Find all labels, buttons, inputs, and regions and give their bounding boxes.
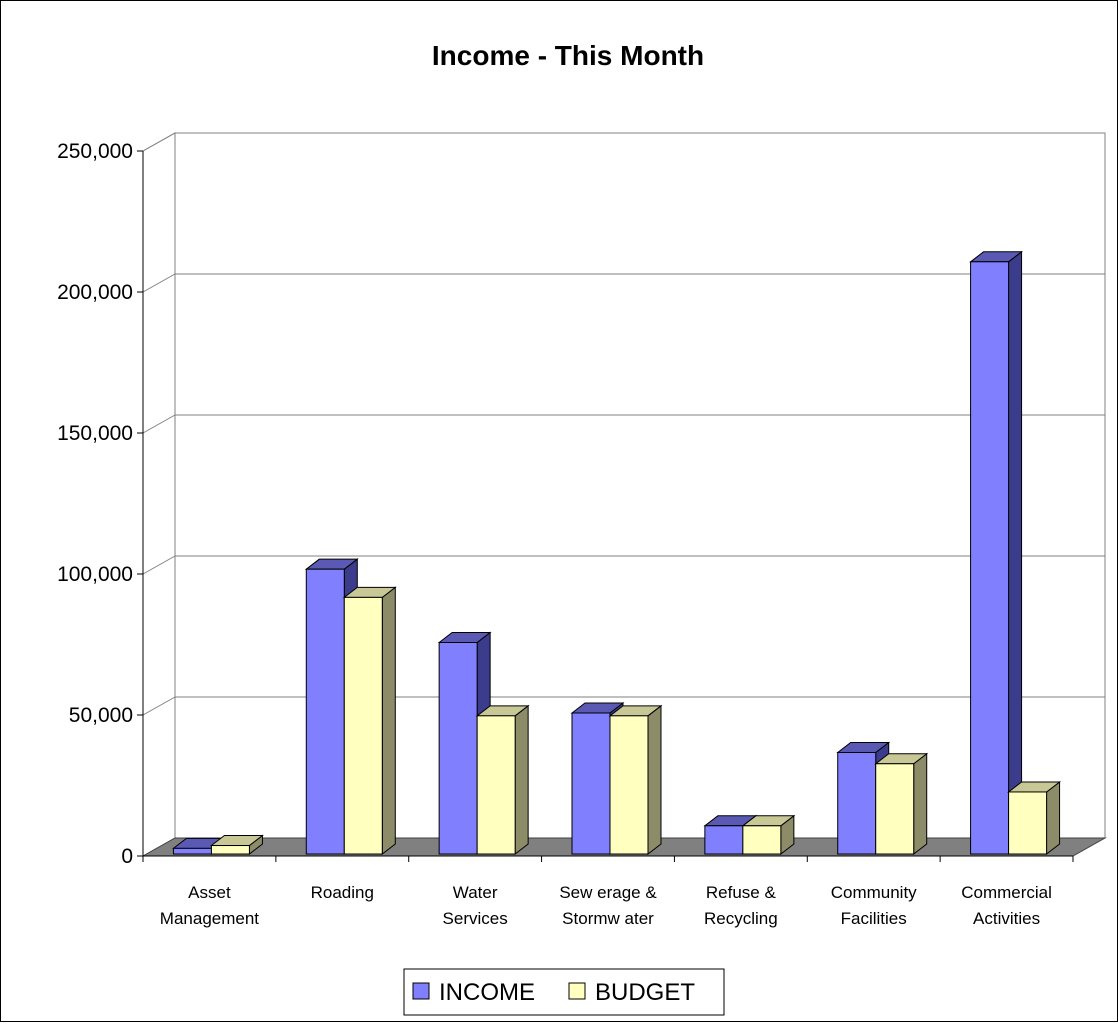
y-tick-label: 150,000 (57, 422, 133, 445)
chart-title: Income - This Month (432, 40, 704, 71)
x-tick-label: Roading (311, 883, 374, 902)
gridline-side (142, 696, 176, 716)
bar-budget-0 (209, 834, 264, 856)
legend-label: INCOME (439, 979, 535, 1006)
bar-budget-3 (608, 704, 663, 856)
bar-front (210, 845, 250, 855)
bar-side (381, 586, 396, 856)
legend-box (403, 968, 725, 1016)
x-tick-label: Facilities (841, 909, 907, 928)
bar-front (609, 715, 649, 855)
gridline-side (142, 273, 176, 293)
legend-swatch (568, 982, 586, 1000)
bars (171, 250, 1062, 856)
gridline-side (142, 414, 176, 434)
bar-side (1008, 250, 1023, 856)
bar-front (1008, 791, 1048, 855)
x-tick-label: Recycling (704, 909, 778, 928)
bar-front (837, 751, 877, 855)
y-tick-label: 50,000 (69, 704, 133, 727)
x-tick-label: Asset (188, 883, 231, 902)
bar-front (742, 825, 782, 855)
bar-budget-1 (342, 586, 397, 856)
left-wall (142, 132, 176, 857)
bar-income-2 (437, 631, 492, 856)
x-tick-label: Management (160, 909, 260, 928)
bar-budget-4 (741, 814, 796, 856)
bar-front (970, 261, 1010, 855)
x-tick-label: Activities (973, 909, 1040, 928)
bar-side (913, 752, 928, 856)
bar-budget-2 (475, 704, 530, 856)
y-tick-label: 100,000 (57, 563, 133, 586)
y-tick-label: 250,000 (57, 140, 133, 163)
gridline-side (142, 132, 176, 152)
x-axis-ticks: Asset Management Roading Water Services Sew e… (142, 856, 1074, 928)
bar-front (305, 568, 345, 855)
bar-front (571, 712, 611, 855)
bar-side (1046, 780, 1061, 856)
bar-front (476, 715, 516, 855)
x-tick-label: Services (443, 909, 508, 928)
bar-budget-6 (1007, 780, 1062, 856)
bar-front (875, 763, 915, 855)
bar-front (343, 596, 383, 855)
gridlines (142, 132, 1105, 716)
legend-swatch (412, 982, 430, 1000)
x-tick-label: Water (453, 883, 498, 902)
bar-front (172, 847, 212, 855)
y-tick-label: 200,000 (57, 281, 133, 304)
bar-budget-5 (874, 752, 929, 856)
x-tick-label: Sew erage & (559, 883, 657, 902)
y-tick-label: 0 (121, 845, 133, 868)
x-tick-label: Stormw ater (562, 909, 654, 928)
x-tick-label: Community (831, 883, 917, 902)
legend-label: BUDGET (595, 979, 695, 1006)
bar-side (514, 704, 529, 856)
x-tick-label: Commercial (961, 883, 1052, 902)
bar-side (647, 704, 662, 856)
bar-income-6 (969, 250, 1024, 856)
gridline-side (142, 555, 176, 575)
y-axis-ticks: 0 50,000 100,000 150,000 200,000 250,000 (57, 140, 143, 868)
x-tick-label: Refuse & (706, 883, 777, 902)
legend: INCOME BUDGET (403, 968, 725, 1016)
axes (142, 151, 1073, 857)
bar-front (438, 642, 478, 855)
bar-front (704, 825, 744, 855)
